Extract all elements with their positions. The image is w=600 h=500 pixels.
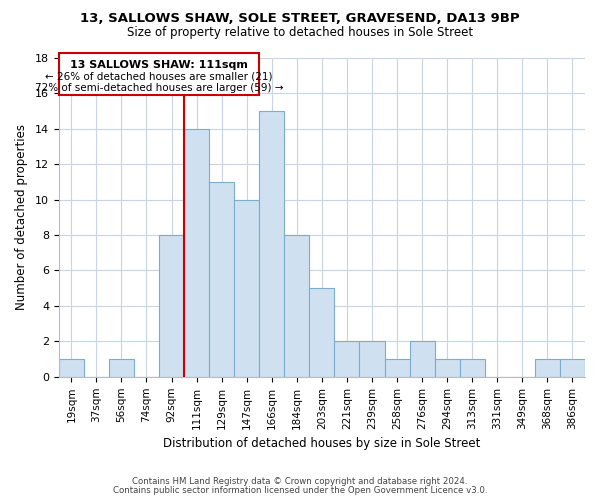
Bar [535,359,560,377]
Bar [184,128,209,377]
Bar [59,54,259,95]
Bar [334,342,359,377]
Bar [310,288,334,377]
Bar [460,359,485,377]
Bar [109,359,134,377]
Bar [284,235,310,377]
X-axis label: Distribution of detached houses by size in Sole Street: Distribution of detached houses by size … [163,437,481,450]
Text: 13 SALLOWS SHAW: 111sqm: 13 SALLOWS SHAW: 111sqm [70,60,248,70]
Y-axis label: Number of detached properties: Number of detached properties [15,124,28,310]
Bar [159,235,184,377]
Text: Size of property relative to detached houses in Sole Street: Size of property relative to detached ho… [127,26,473,39]
Bar [359,342,385,377]
Bar [385,359,410,377]
Bar [259,111,284,377]
Text: ← 26% of detached houses are smaller (21): ← 26% of detached houses are smaller (21… [45,72,273,82]
Bar [234,200,259,377]
Text: Contains public sector information licensed under the Open Government Licence v3: Contains public sector information licen… [113,486,487,495]
Bar [560,359,585,377]
Bar [410,342,434,377]
Bar [59,359,84,377]
Text: 13, SALLOWS SHAW, SOLE STREET, GRAVESEND, DA13 9BP: 13, SALLOWS SHAW, SOLE STREET, GRAVESEND… [80,12,520,26]
Text: 72% of semi-detached houses are larger (59) →: 72% of semi-detached houses are larger (… [35,83,283,93]
Bar [434,359,460,377]
Bar [209,182,234,377]
Text: Contains HM Land Registry data © Crown copyright and database right 2024.: Contains HM Land Registry data © Crown c… [132,477,468,486]
